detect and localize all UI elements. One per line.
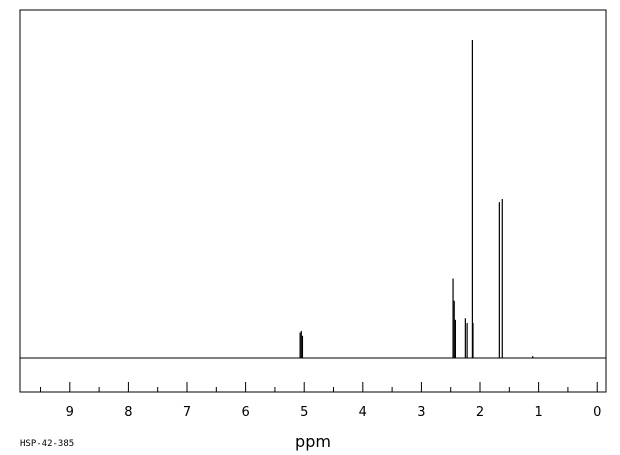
major-ticks	[69, 382, 598, 392]
x-tick-label: 2	[476, 405, 484, 420]
minor-ticks	[40, 387, 569, 392]
x-tick-label: 5	[300, 405, 308, 420]
x-tick-label: 0	[593, 405, 601, 420]
x-axis-title: ppm	[295, 432, 331, 451]
x-tick-label: 6	[241, 405, 249, 420]
x-tick-label: 9	[66, 405, 74, 420]
peaks	[299, 40, 534, 358]
tick-labels: 9 8 7 6 5 4 3 2 1 0	[66, 405, 602, 420]
x-tick-label: 3	[417, 405, 425, 420]
x-tick-label: 8	[124, 405, 132, 420]
x-tick-label: 1	[534, 405, 542, 420]
x-tick-label: 4	[359, 405, 367, 420]
plot-frame	[19, 9, 607, 393]
x-tick-label: 7	[183, 405, 191, 420]
spectrum-code: HSP-42-385	[20, 439, 74, 449]
